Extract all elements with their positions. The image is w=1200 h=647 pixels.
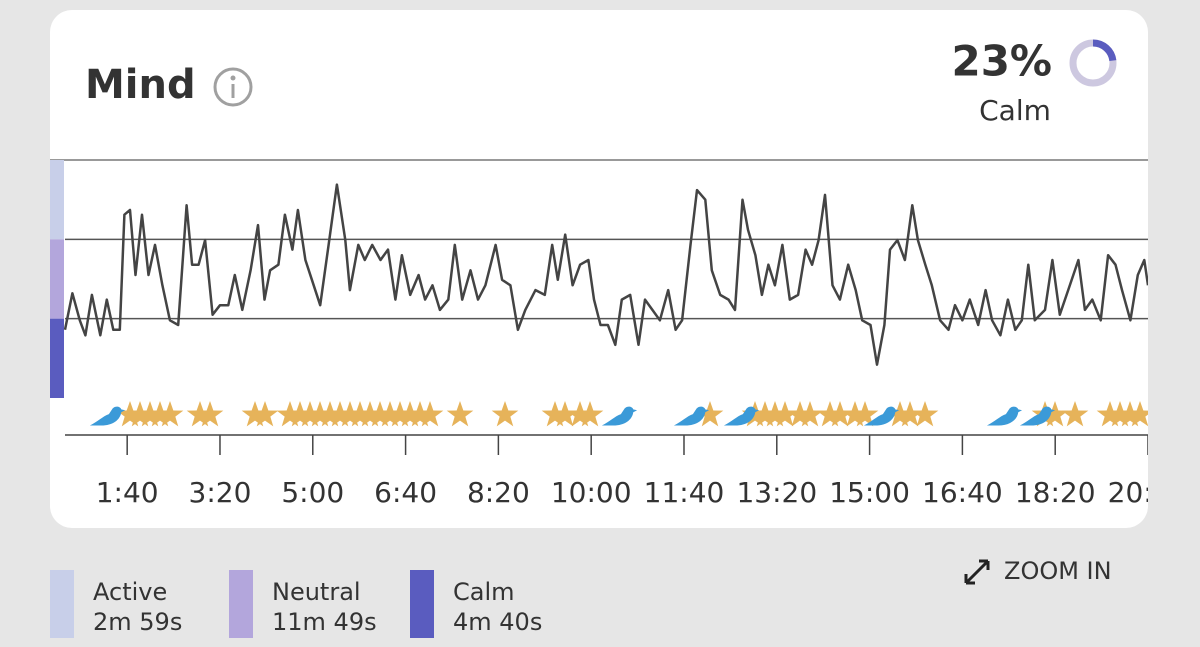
zone-strip [50, 318, 64, 398]
legend-swatch [229, 570, 253, 638]
mind-line [63, 183, 1148, 366]
zoom-button[interactable]: ZOOM IN [964, 557, 1112, 585]
zone-strip [50, 160, 64, 240]
zone-strip [50, 239, 64, 319]
legend-swatch [50, 570, 74, 638]
x-tick-label: 8:20 [467, 476, 530, 509]
x-tick-label: 18:20 [1015, 476, 1096, 509]
score: 23% [951, 37, 1052, 86]
legend-name: Active [93, 578, 167, 606]
legend-duration: 11m 49s [272, 608, 377, 636]
x-tick-label: 5:00 [281, 476, 344, 509]
zoom-label: ZOOM IN [1004, 557, 1112, 585]
legend-duration: 4m 40s [453, 608, 542, 636]
score-label: Calm [979, 94, 1051, 127]
legend-name: Calm [453, 578, 515, 606]
legend-swatch [410, 570, 434, 638]
x-tick-label: 13:20 [736, 476, 817, 509]
legend-duration: 2m 59s [93, 608, 182, 636]
card [50, 10, 1148, 528]
x-tick-label: 3:20 [189, 476, 252, 509]
chart: 1:40 3:20 5:00 6:40 8:20 10:00 11:40 13:20 15:00… [50, 160, 1189, 509]
score-arc [1069, 39, 1117, 87]
x-tick-label: 1:40 [96, 476, 159, 509]
legend-name: Neutral [272, 578, 361, 606]
info-button[interactable] [213, 67, 253, 107]
x-tick-label: 10:00 [551, 476, 632, 509]
title: Mind [85, 62, 196, 108]
x-tick-label: 11:40 [644, 476, 725, 509]
x-tick-label: 16:40 [922, 476, 1003, 509]
x-tick-label: 6:40 [374, 476, 437, 509]
x-tick-label: 15:00 [829, 476, 910, 509]
x-tick-label: 20:00 [1108, 476, 1189, 509]
